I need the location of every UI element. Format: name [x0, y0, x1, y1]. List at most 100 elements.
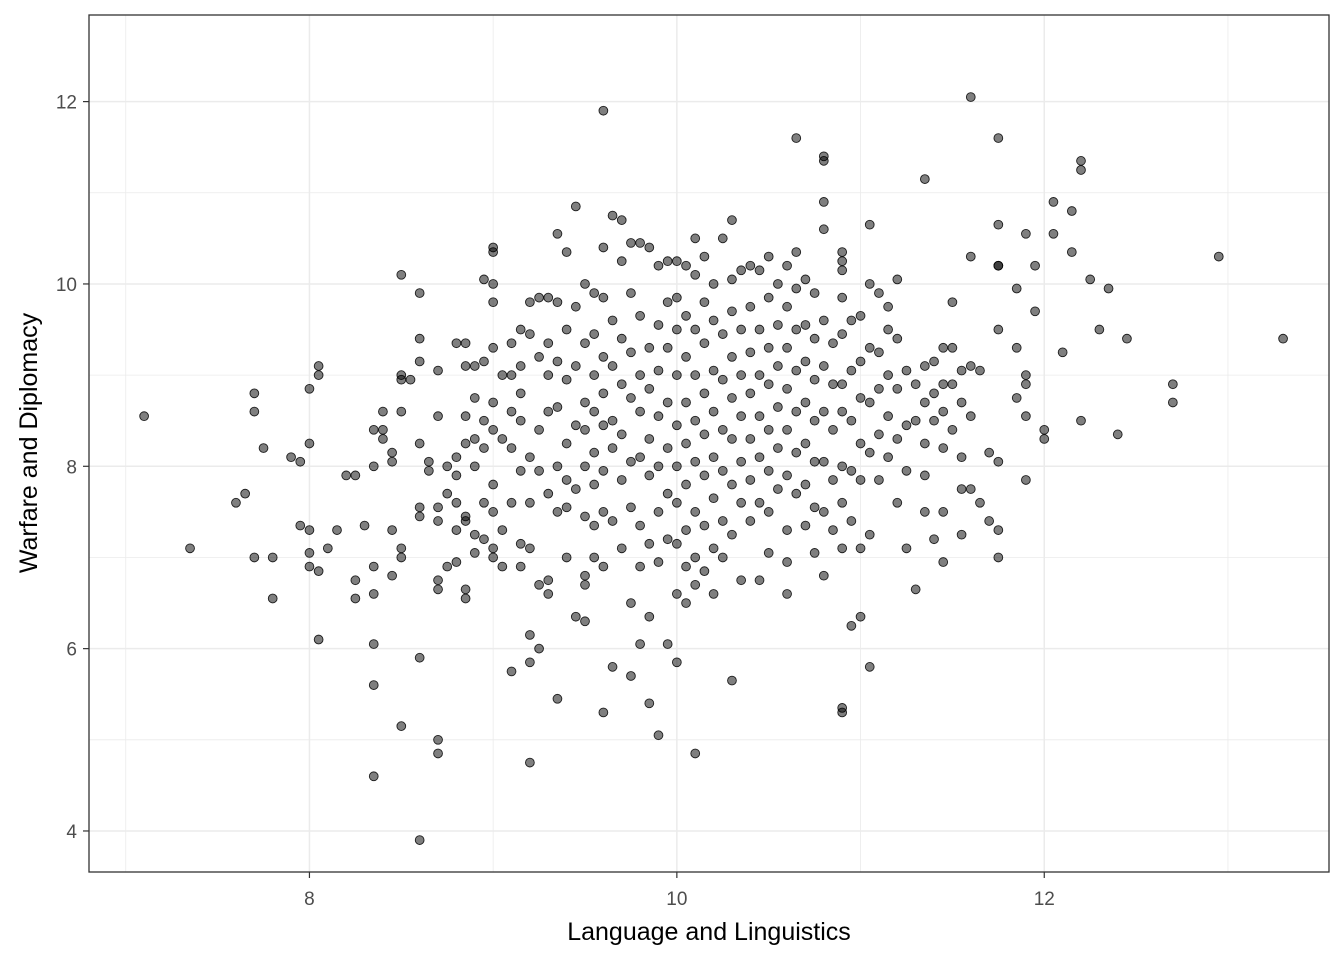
data-point — [828, 424, 838, 435]
data-point — [644, 470, 655, 481]
data-point — [506, 666, 517, 677]
data-point — [552, 461, 563, 472]
data-point — [883, 370, 893, 380]
data-point — [993, 324, 1004, 335]
data-point — [855, 611, 866, 622]
data-point — [1168, 397, 1178, 408]
data-point — [488, 297, 498, 308]
y-tick-label: 8 — [66, 457, 77, 478]
data-point — [929, 388, 939, 399]
data-point — [736, 324, 746, 335]
data-point — [690, 324, 701, 335]
data-point — [809, 548, 820, 558]
data-point — [580, 279, 590, 289]
data-point — [414, 438, 425, 449]
data-point — [920, 470, 930, 481]
data-point — [901, 466, 912, 476]
data-point — [763, 466, 774, 476]
data-point — [782, 301, 792, 312]
data-point — [837, 461, 848, 472]
data-point — [745, 434, 756, 444]
data-point — [442, 461, 453, 472]
data-point — [791, 247, 802, 257]
x-axis-ticks: 8 10 12 — [304, 872, 1055, 910]
data-point — [920, 438, 930, 449]
data-point — [469, 434, 480, 444]
data-point — [139, 411, 149, 421]
data-point — [690, 552, 701, 563]
data-point — [956, 529, 967, 540]
data-point — [855, 356, 866, 367]
data-point — [699, 251, 710, 262]
data-point — [626, 393, 636, 403]
data-point — [864, 219, 875, 230]
data-point — [653, 557, 664, 567]
data-point — [451, 338, 462, 349]
data-point — [800, 479, 811, 490]
data-point — [920, 397, 930, 408]
data-point — [580, 511, 590, 522]
data-point — [589, 329, 600, 339]
data-point — [837, 265, 848, 276]
data-point — [901, 420, 912, 431]
data-point — [681, 525, 691, 535]
data-point — [396, 374, 407, 385]
data-point — [708, 589, 719, 599]
data-point — [616, 429, 627, 440]
y-tick-label: 4 — [66, 822, 77, 843]
data-point — [717, 516, 728, 526]
data-point — [763, 342, 774, 353]
data-point — [515, 324, 526, 335]
data-point — [414, 511, 425, 522]
data-point — [754, 575, 765, 586]
data-point — [901, 543, 912, 554]
data-point — [525, 497, 535, 508]
data-point — [938, 342, 949, 353]
data-point — [598, 105, 609, 116]
data-point — [616, 379, 627, 390]
data-point — [782, 260, 792, 271]
data-point — [1039, 424, 1050, 435]
data-point — [809, 374, 820, 385]
data-point — [662, 256, 673, 267]
data-point — [231, 497, 241, 508]
data-point — [635, 238, 645, 248]
data-point — [708, 279, 719, 289]
data-point — [267, 552, 278, 563]
data-point — [791, 324, 802, 335]
data-point — [488, 543, 498, 554]
data-point — [451, 452, 462, 463]
data-point — [800, 520, 811, 531]
data-point — [552, 693, 563, 704]
data-point — [561, 552, 572, 563]
data-point — [965, 361, 976, 371]
data-point — [736, 265, 746, 276]
data-point — [580, 397, 590, 408]
data-point — [690, 507, 701, 517]
data-point — [754, 370, 765, 380]
data-point — [249, 552, 260, 563]
data-point — [929, 415, 939, 426]
data-point — [864, 397, 875, 408]
data-point — [717, 424, 728, 435]
data-point — [616, 543, 627, 554]
data-point — [626, 671, 636, 681]
data-point — [185, 543, 195, 554]
data-point — [965, 484, 976, 494]
data-point — [975, 497, 985, 508]
data-point — [378, 406, 388, 417]
data-point — [515, 466, 526, 476]
data-point — [295, 520, 306, 531]
data-point — [910, 584, 921, 595]
data-point — [791, 365, 802, 376]
data-point — [387, 447, 397, 458]
data-point — [672, 292, 682, 303]
data-point — [589, 479, 600, 490]
data-point — [1021, 370, 1031, 380]
data-point — [736, 497, 746, 508]
data-point — [809, 415, 820, 426]
data-point — [479, 497, 489, 508]
data-point — [561, 324, 572, 335]
data-point — [644, 242, 655, 253]
